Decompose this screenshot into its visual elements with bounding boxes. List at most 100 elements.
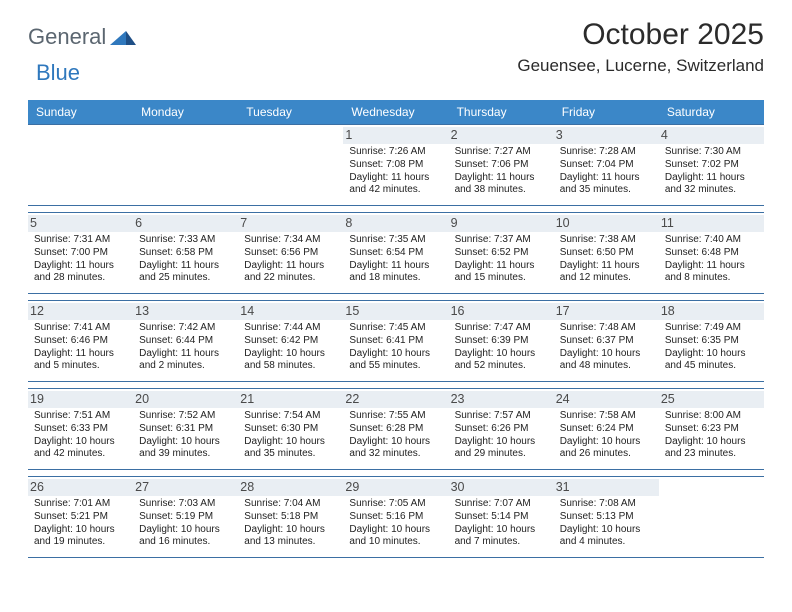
- day-cell: 5 Sunrise: 7:31 AMSunset: 7:00 PMDaylight…: [28, 213, 133, 293]
- day-cell: 8 Sunrise: 7:35 AMSunset: 6:54 PMDaylight…: [343, 213, 448, 293]
- day-number: 6: [133, 215, 238, 232]
- day-cell: [659, 477, 764, 557]
- day-cell: 13 Sunrise: 7:42 AMSunset: 6:44 PMDayligh…: [133, 301, 238, 381]
- day-number: 17: [554, 303, 659, 320]
- day-number: 31: [554, 479, 659, 496]
- day-cell: 16Sunrise: 7:47 AMSunset: 6:39 PMDayligh…: [449, 301, 554, 381]
- calendar: SundayMondayTuesdayWednesdayThursdayFrid…: [28, 100, 764, 558]
- day-details: Sunrise: 7:38 AMSunset: 6:50 PMDaylight:…: [560, 234, 653, 285]
- day-details: Sunrise: 7:54 AMSunset: 6:30 PMDaylight:…: [244, 410, 337, 461]
- day-number: 10: [554, 215, 659, 232]
- day-details: Sunrise: 7:55 AMSunset: 6:28 PMDaylight:…: [349, 410, 442, 461]
- day-details: Sunrise: 7:30 AMSunset: 7:02 PMDaylight:…: [665, 146, 758, 197]
- day-number: 16: [449, 303, 554, 320]
- brand-logo: General: [28, 24, 116, 50]
- day-details: Sunrise: 7:31 AMSunset: 7:00 PMDaylight:…: [34, 234, 127, 285]
- day-details: Sunrise: 7:45 AMSunset: 6:41 PMDaylight:…: [349, 322, 442, 373]
- day-details: Sunrise: 7:28 AMSunset: 7:04 PMDaylight:…: [560, 146, 653, 197]
- day-details: Sunrise: 7:42 AMSunset: 6:44 PMDaylight:…: [139, 322, 232, 373]
- week-row: 12 Sunrise: 7:41 AMSunset: 6:46 PMDayligh…: [28, 300, 764, 382]
- day-number: 20: [133, 391, 238, 408]
- day-cell: 15 Sunrise: 7:45 AMSunset: 6:41 PMDayligh…: [343, 301, 448, 381]
- day-number: 15: [343, 303, 448, 320]
- day-number: 21: [238, 391, 343, 408]
- day-cell: 19Sunrise: 7:51 AMSunset: 6:33 PMDayligh…: [28, 389, 133, 469]
- day-details: Sunrise: 7:34 AMSunset: 6:56 PMDaylight:…: [244, 234, 337, 285]
- day-cell: 22 Sunrise: 7:55 AMSunset: 6:28 PMDayligh…: [343, 389, 448, 469]
- day-details: Sunrise: 7:05 AMSunset: 5:16 PMDaylight:…: [349, 498, 442, 549]
- day-cell: 4 Sunrise: 7:30 AMSunset: 7:02 PMDaylight…: [659, 125, 764, 205]
- day-details: Sunrise: 7:57 AMSunset: 6:26 PMDaylight:…: [455, 410, 548, 461]
- day-cell: 9Sunrise: 7:37 AMSunset: 6:52 PMDaylight…: [449, 213, 554, 293]
- day-number: [28, 127, 133, 144]
- day-cell: 27 Sunrise: 7:03 AMSunset: 5:19 PMDayligh…: [133, 477, 238, 557]
- day-cell: 18 Sunrise: 7:49 AMSunset: 6:35 PMDayligh…: [659, 301, 764, 381]
- day-details: Sunrise: 7:35 AMSunset: 6:54 PMDaylight:…: [349, 234, 442, 285]
- week-row: 19Sunrise: 7:51 AMSunset: 6:33 PMDayligh…: [28, 388, 764, 470]
- day-cell: [238, 125, 343, 205]
- day-number: 12: [28, 303, 133, 320]
- day-cell: 28Sunrise: 7:04 AMSunset: 5:18 PMDayligh…: [238, 477, 343, 557]
- day-number: 4: [659, 127, 764, 144]
- day-number: 11: [659, 215, 764, 232]
- dow-header-row: SundayMondayTuesdayWednesdayThursdayFrid…: [28, 100, 764, 124]
- day-cell: 24Sunrise: 7:58 AMSunset: 6:24 PMDayligh…: [554, 389, 659, 469]
- day-number: 5: [28, 215, 133, 232]
- day-cell: 14Sunrise: 7:44 AMSunset: 6:42 PMDayligh…: [238, 301, 343, 381]
- day-details: Sunrise: 7:04 AMSunset: 5:18 PMDaylight:…: [244, 498, 337, 549]
- day-details: Sunrise: 7:58 AMSunset: 6:24 PMDaylight:…: [560, 410, 653, 461]
- day-number: 9: [449, 215, 554, 232]
- day-details: Sunrise: 7:41 AMSunset: 6:46 PMDaylight:…: [34, 322, 127, 373]
- day-details: Sunrise: 7:01 AMSunset: 5:21 PMDaylight:…: [34, 498, 127, 549]
- day-cell: 23 Sunrise: 7:57 AMSunset: 6:26 PMDayligh…: [449, 389, 554, 469]
- day-details: Sunrise: 7:40 AMSunset: 6:48 PMDaylight:…: [665, 234, 758, 285]
- day-number: 29: [343, 479, 448, 496]
- brand-text-general: General: [28, 24, 106, 50]
- dow-cell: Sunday: [28, 100, 133, 124]
- day-cell: 11 Sunrise: 7:40 AMSunset: 6:48 PMDayligh…: [659, 213, 764, 293]
- day-number: [238, 127, 343, 144]
- day-cell: 2Sunrise: 7:27 AMSunset: 7:06 PMDaylight…: [449, 125, 554, 205]
- day-cell: 12 Sunrise: 7:41 AMSunset: 6:46 PMDayligh…: [28, 301, 133, 381]
- day-cell: 29 Sunrise: 7:05 AMSunset: 5:16 PMDayligh…: [343, 477, 448, 557]
- dow-cell: Tuesday: [238, 100, 343, 124]
- day-cell: 21 Sunrise: 7:54 AMSunset: 6:30 PMDayligh…: [238, 389, 343, 469]
- day-number: 25: [659, 391, 764, 408]
- day-number: 14: [238, 303, 343, 320]
- day-number: 8: [343, 215, 448, 232]
- day-number: 18: [659, 303, 764, 320]
- day-details: Sunrise: 7:33 AMSunset: 6:58 PMDaylight:…: [139, 234, 232, 285]
- day-cell: 6 Sunrise: 7:33 AMSunset: 6:58 PMDaylight…: [133, 213, 238, 293]
- day-details: Sunrise: 7:48 AMSunset: 6:37 PMDaylight:…: [560, 322, 653, 373]
- day-number: 7: [238, 215, 343, 232]
- brand-text-blue: Blue: [36, 60, 80, 86]
- day-number: 30: [449, 479, 554, 496]
- dow-cell: Monday: [133, 100, 238, 124]
- day-number: 23: [449, 391, 554, 408]
- dow-cell: Wednesday: [343, 100, 448, 124]
- week-row: 1Sunrise: 7:26 AMSunset: 7:08 PMDaylight…: [28, 124, 764, 206]
- day-details: Sunrise: 7:03 AMSunset: 5:19 PMDaylight:…: [139, 498, 232, 549]
- day-cell: 25Sunrise: 8:00 AMSunset: 6:23 PMDayligh…: [659, 389, 764, 469]
- day-cell: [133, 125, 238, 205]
- day-details: Sunrise: 7:27 AMSunset: 7:06 PMDaylight:…: [455, 146, 548, 197]
- day-cell: 1Sunrise: 7:26 AMSunset: 7:08 PMDaylight…: [343, 125, 448, 205]
- day-number: 13: [133, 303, 238, 320]
- title-block: October 2025 Geuensee, Lucerne, Switzerl…: [517, 18, 764, 76]
- day-cell: 26 Sunrise: 7:01 AMSunset: 5:21 PMDayligh…: [28, 477, 133, 557]
- day-number: 3: [554, 127, 659, 144]
- week-row: 5 Sunrise: 7:31 AMSunset: 7:00 PMDaylight…: [28, 212, 764, 294]
- week-row: 26 Sunrise: 7:01 AMSunset: 5:21 PMDayligh…: [28, 476, 764, 558]
- day-number: 22: [343, 391, 448, 408]
- dow-cell: Friday: [554, 100, 659, 124]
- dow-cell: Saturday: [659, 100, 764, 124]
- day-cell: [28, 125, 133, 205]
- day-number: 26: [28, 479, 133, 496]
- brand-mark-icon: [110, 25, 136, 50]
- day-details: Sunrise: 7:49 AMSunset: 6:35 PMDaylight:…: [665, 322, 758, 373]
- day-number: 1: [343, 127, 448, 144]
- day-cell: 3 Sunrise: 7:28 AMSunset: 7:04 PMDaylight…: [554, 125, 659, 205]
- dow-cell: Thursday: [449, 100, 554, 124]
- day-number: 27: [133, 479, 238, 496]
- location-label: Geuensee, Lucerne, Switzerland: [517, 56, 764, 76]
